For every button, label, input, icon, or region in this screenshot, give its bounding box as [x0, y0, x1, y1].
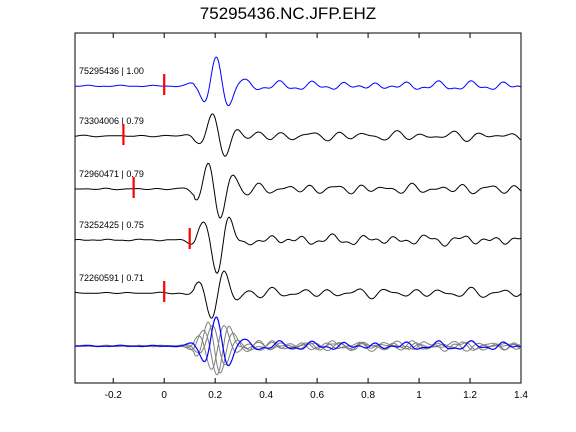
trace-label: 73304006 | 0.79	[79, 116, 144, 126]
trace-label: 72960471 | 0.79	[79, 169, 144, 179]
x-tick-label: -0.2	[105, 390, 123, 401]
trace-line	[74, 113, 522, 157]
trace-label: 73252425 | 0.75	[79, 220, 144, 230]
x-tick-label: 0.2	[208, 390, 222, 401]
x-tick-label: 1.4	[514, 390, 528, 401]
trace-73252425: 73252425 | 0.75	[74, 216, 522, 274]
x-tick-label: 0.6	[310, 390, 324, 401]
trace-line	[75, 162, 522, 219]
stack-layer	[74, 316, 522, 376]
trace-line	[74, 56, 522, 106]
plot-frame	[74, 32, 522, 384]
trace-75295436: 75295436 | 1.00	[74, 56, 522, 106]
x-tick-label: 1.2	[463, 390, 477, 401]
trace-line	[74, 270, 522, 319]
trace-label: 75295436 | 1.00	[79, 66, 144, 76]
trace-72260591: 72260591 | 0.71	[74, 270, 522, 319]
x-tick-label: 1	[416, 390, 422, 401]
x-tick-label: 0	[161, 390, 167, 401]
stack-trace-template	[74, 316, 522, 367]
traces-layer: 75295436 | 1.00 73304006 | 0.79 72960471 |…	[74, 56, 522, 319]
x-axis: -0.2 0 0.2 0.4 0.6 0.8 1 1.2 1.4	[105, 33, 528, 401]
x-tick-label: 0.8	[361, 390, 375, 401]
x-tick-label: 0.4	[259, 390, 273, 401]
trace-line	[74, 216, 522, 274]
chart-title: 75295436.NC.JFP.EHZ	[199, 4, 377, 23]
trace-label: 72260591 | 0.71	[79, 273, 144, 283]
trace-73304006: 73304006 | 0.79	[74, 113, 522, 157]
trace-72960471: 72960471 | 0.79	[75, 162, 522, 219]
